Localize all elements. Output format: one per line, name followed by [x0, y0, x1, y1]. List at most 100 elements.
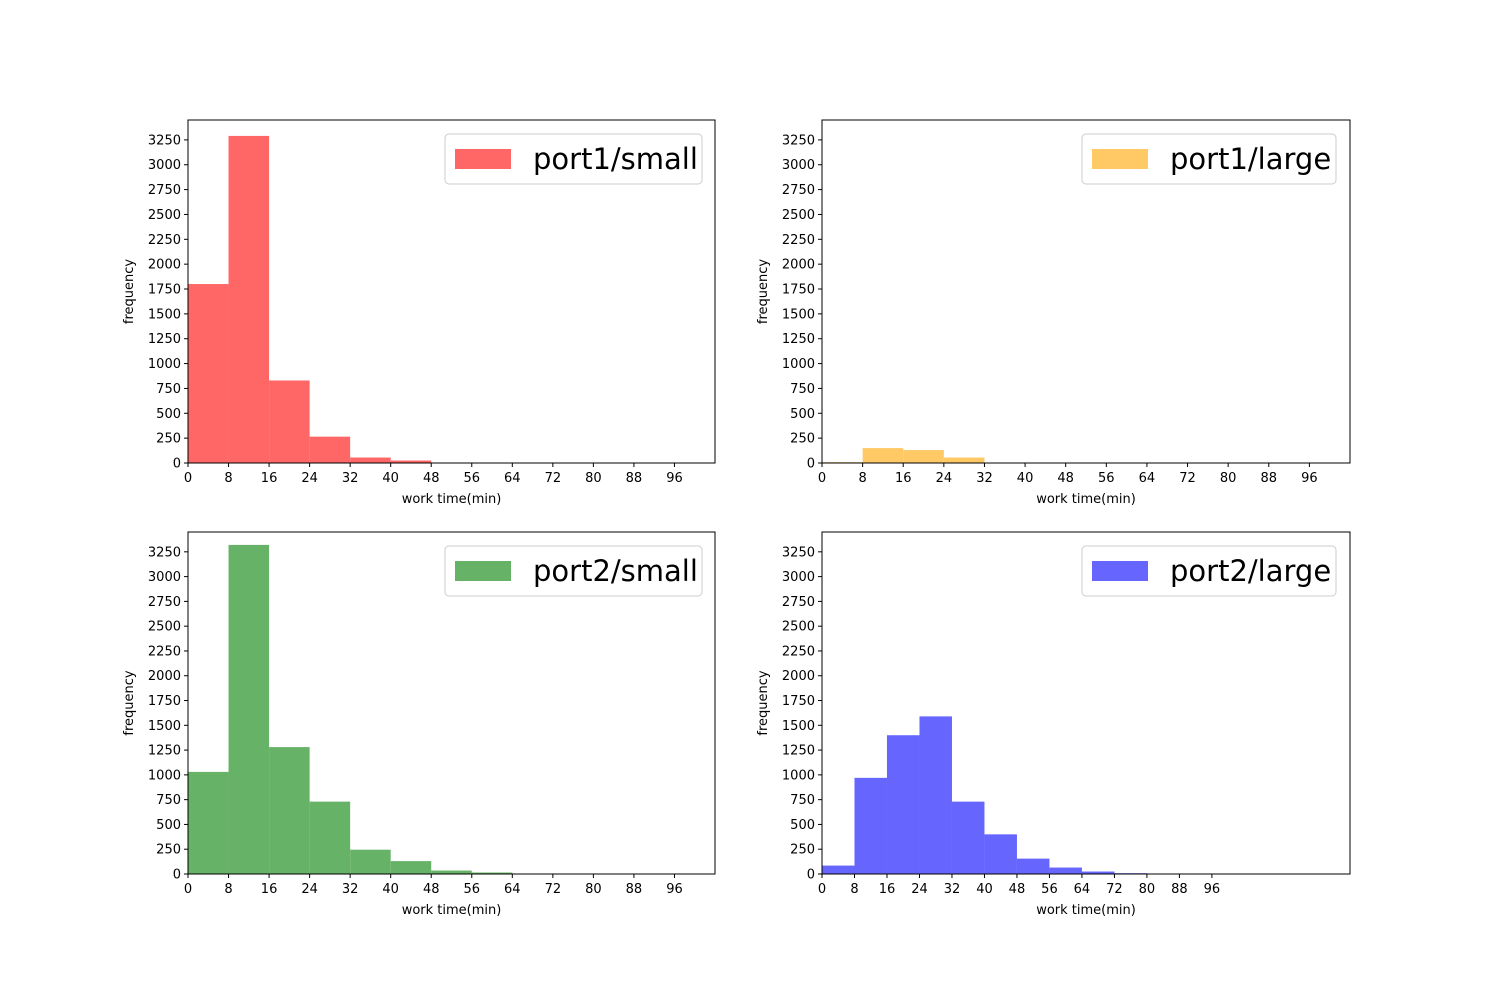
x-tick-label: 80 [585, 471, 602, 486]
axes-frame [187, 531, 716, 875]
y-tick-label: 1000 [148, 357, 181, 372]
legend-label: port1/large [1170, 142, 1331, 176]
y-tick-label: 750 [156, 793, 181, 808]
y-tick-label: 2750 [782, 595, 815, 610]
x-tick-label: 96 [1301, 471, 1318, 486]
y-tick-label: 250 [790, 843, 815, 858]
y-axis-label: frequency [122, 259, 137, 325]
x-tick-label: 88 [1260, 471, 1277, 486]
x-tick-label: 0 [818, 882, 826, 897]
y-tick-label: 3250 [782, 545, 815, 560]
x-tick-label: 72 [545, 882, 562, 897]
y-tick-label: 1500 [148, 719, 181, 734]
y-tick-label: 1250 [148, 332, 181, 347]
y-tick-label: 750 [790, 793, 815, 808]
x-tick-label: 8 [858, 471, 866, 486]
y-tick-label: 2000 [782, 669, 815, 684]
x-tick-label: 88 [626, 471, 643, 486]
histogram-bar [943, 457, 985, 463]
histogram-bar [309, 436, 351, 463]
subplot-2: 0 8 16 24 32 40 48 56 64 72 80 88 96 0 250 500 750 1000 12… [756, 119, 1351, 507]
x-tick-label: 56 [463, 882, 480, 897]
y-tick-label: 1000 [148, 768, 181, 783]
x-tick-label: 0 [184, 882, 192, 897]
y-tick-label: 1250 [782, 332, 815, 347]
y-tick-label: 2250 [782, 233, 815, 248]
y-tick-label: 2250 [782, 644, 815, 659]
y-tick-label: 2000 [148, 258, 181, 273]
histogram-bar [309, 801, 351, 874]
y-tick-label: 1500 [148, 307, 181, 322]
y-tick-label: 1750 [148, 283, 181, 298]
x-tick-label: 48 [423, 882, 440, 897]
legend-swatch [1092, 149, 1148, 169]
histogram-bar [822, 865, 855, 874]
histogram-bar [431, 870, 472, 874]
histogram-bar [228, 135, 270, 464]
y-tick-label: 3250 [148, 133, 181, 148]
legend-box [1081, 545, 1337, 597]
axes-frame [821, 119, 1351, 464]
y-tick-label: 2250 [148, 233, 181, 248]
x-tick-label: 80 [1139, 882, 1156, 897]
x-tick-label: 8 [850, 882, 858, 897]
y-tick-label: 2500 [148, 620, 181, 635]
y-tick-label: 2750 [782, 183, 815, 198]
x-tick-label: 24 [301, 882, 318, 897]
y-tick-label: 2750 [148, 595, 181, 610]
x-tick-label: 8 [224, 882, 232, 897]
y-tick-label: 1750 [782, 694, 815, 709]
x-tick-label: 96 [1204, 882, 1221, 897]
y-axis-label: frequency [756, 259, 771, 325]
y-tick-label: 2500 [148, 208, 181, 223]
x-tick-label: 64 [1139, 471, 1156, 486]
y-tick-label: 1500 [782, 719, 815, 734]
legend-label: port1/small [533, 142, 698, 176]
y-tick-label: 750 [790, 382, 815, 397]
histogram-bar [854, 777, 887, 874]
histogram-bar [390, 460, 432, 463]
x-tick-label: 32 [944, 882, 961, 897]
x-axis-label: work time(min) [1036, 492, 1136, 507]
y-tick-label: 500 [790, 818, 815, 833]
y-tick-label: 250 [790, 432, 815, 447]
histogram-bar [919, 716, 952, 874]
y-tick-label: 3250 [148, 545, 181, 560]
x-tick-label: 64 [504, 471, 521, 486]
y-tick-label: 3250 [782, 133, 815, 148]
x-tick-label: 96 [666, 882, 683, 897]
x-tick-label: 8 [224, 471, 232, 486]
y-tick-label: 0 [173, 868, 181, 883]
histogram-bar [951, 801, 985, 874]
histogram-bar [350, 849, 391, 874]
x-tick-label: 80 [1220, 471, 1237, 486]
histogram-bar [269, 380, 310, 463]
x-tick-label: 48 [423, 471, 440, 486]
histogram-bar [188, 771, 229, 874]
x-axis-label: work time(min) [402, 903, 502, 918]
legend-box [444, 133, 703, 185]
histogram-bar [350, 457, 391, 463]
y-tick-label: 3000 [782, 158, 815, 173]
y-tick-label: 500 [156, 818, 181, 833]
x-tick-label: 16 [261, 882, 278, 897]
x-tick-label: 32 [342, 471, 359, 486]
y-tick-label: 0 [173, 457, 181, 472]
y-tick-label: 3000 [782, 570, 815, 585]
subplot-1: 0 8 16 24 32 40 48 56 64 72 80 88 96 0 250 500 750 1000 12… [122, 119, 716, 507]
x-tick-label: 88 [1171, 882, 1188, 897]
x-tick-label: 72 [1106, 882, 1123, 897]
histogram-bar [228, 544, 270, 874]
histogram-bar [1081, 871, 1115, 874]
x-tick-label: 64 [504, 882, 521, 897]
y-tick-label: 1500 [782, 307, 815, 322]
x-tick-label: 88 [626, 882, 643, 897]
subplot-4: 0 8 16 24 32 40 48 56 64 72 80 88 96 0 250 500 750 1000 12… [756, 531, 1351, 918]
histogram-bar [886, 735, 920, 874]
y-axis-label: frequency [122, 670, 137, 736]
x-axis-label: work time(min) [402, 492, 502, 507]
y-tick-label: 1000 [782, 357, 815, 372]
y-tick-label: 3000 [148, 570, 181, 585]
x-tick-label: 0 [818, 471, 826, 486]
